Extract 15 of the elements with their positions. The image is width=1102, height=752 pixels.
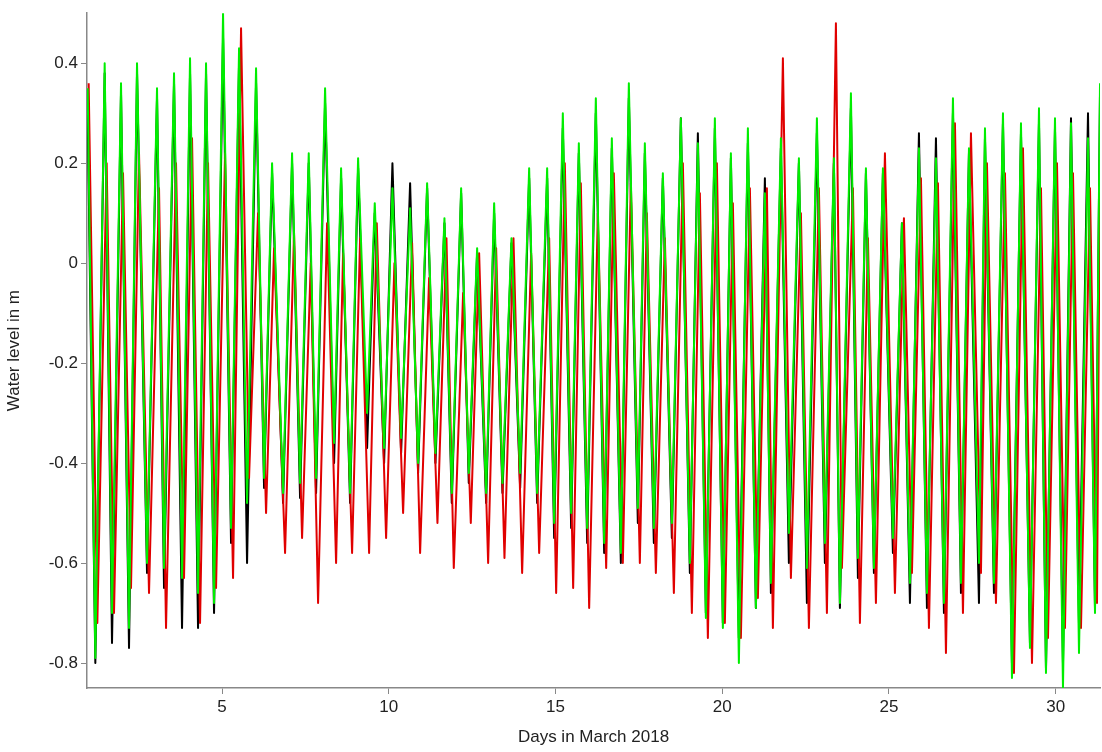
y-tick-label: -0.8 bbox=[48, 652, 78, 672]
x-tick-label: 5 bbox=[217, 696, 227, 716]
y-tick-label: -0.2 bbox=[48, 352, 78, 372]
x-tick-label: 20 bbox=[712, 696, 732, 716]
y-tick-label: -0.6 bbox=[48, 552, 78, 572]
y-tick-label: 0.2 bbox=[54, 152, 78, 172]
y-tick-label: 0.4 bbox=[54, 52, 78, 72]
x-axis-title: Days in March 2018 bbox=[517, 727, 670, 747]
x-tick-label: 10 bbox=[379, 696, 399, 716]
x-tick-label: 25 bbox=[879, 696, 899, 716]
x-tick-label: 30 bbox=[1046, 696, 1066, 716]
x-tick-label: 15 bbox=[546, 696, 565, 716]
y-axis-title: Water level in m bbox=[3, 289, 23, 412]
y-tick-label: -0.4 bbox=[48, 452, 78, 472]
y-tick-label: 0 bbox=[68, 252, 78, 272]
